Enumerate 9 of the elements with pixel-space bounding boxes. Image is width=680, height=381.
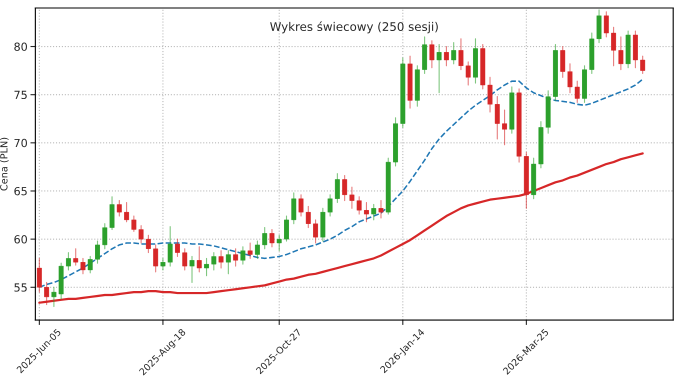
y-tick-label: 80 — [14, 42, 27, 51]
y-tick-label: 75 — [14, 90, 27, 100]
y-tick-label: 70 — [14, 138, 27, 148]
line-series — [38, 152, 644, 304]
y-tick-label: 65 — [14, 186, 27, 196]
text: Wykres świecowy (250 sesji) — [270, 21, 438, 34]
y-tick-label: 55 — [14, 283, 27, 292]
y-axis-title: Cena (PLN) — [0, 138, 9, 191]
y-tick-label: 60 — [14, 235, 27, 244]
